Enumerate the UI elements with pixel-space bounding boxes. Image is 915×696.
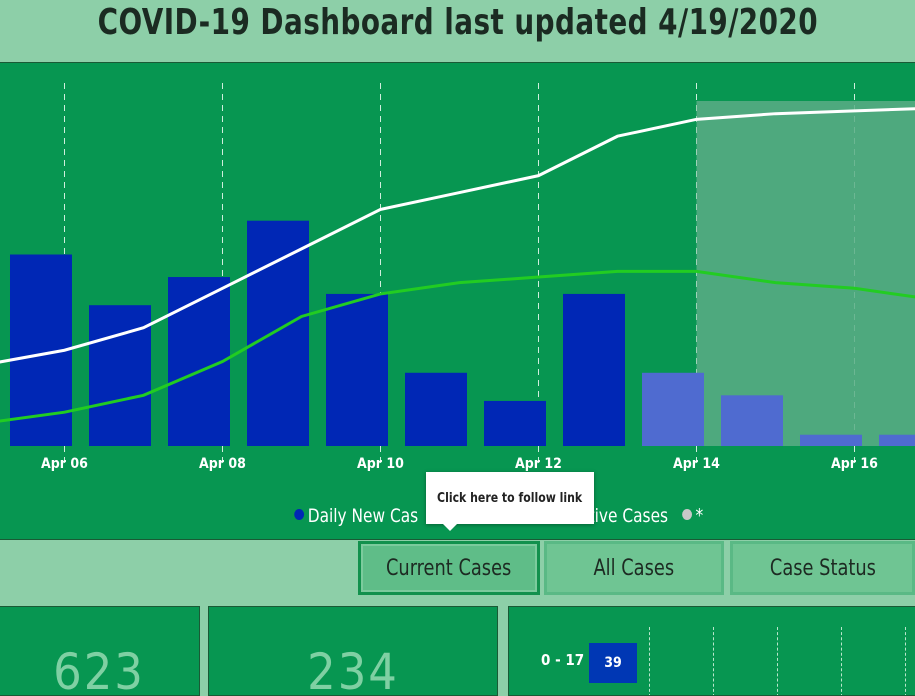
bar-daily-new-cases[interactable] (405, 373, 467, 446)
tab-all-cases[interactable]: All Cases (544, 541, 724, 595)
legend-dot-icon (295, 509, 305, 520)
bar-daily-new-cases[interactable] (800, 435, 862, 446)
stat-value: 623 (0, 643, 199, 696)
age-group-label: 0 - 17 (541, 651, 584, 669)
forecast-region (697, 101, 915, 446)
x-tick-label: Apr 10 (357, 456, 404, 472)
combo-chart-panel: Apr 06 Apr 08 Apr 10 Apr 12 Apr 14 Apr 16 (0, 62, 915, 540)
x-tick-label: Apr 16 (831, 456, 878, 472)
stat-card-secondary: 234 (208, 606, 498, 696)
legend-item-daily-new-cases[interactable]: Daily New Cas (295, 505, 419, 527)
link-tooltip: Click here to follow link (426, 472, 594, 524)
bar-daily-new-cases[interactable] (89, 305, 151, 446)
bar-daily-new-cases[interactable] (642, 373, 704, 446)
stat-value: 234 (209, 643, 497, 696)
x-tick-label: Apr 14 (673, 456, 720, 472)
bar-daily-new-cases[interactable] (563, 294, 625, 446)
bar-daily-new-cases[interactable] (879, 435, 915, 446)
case-tabs: Current Cases All Cases Case Status (356, 541, 915, 595)
page-title: COVID-19 Dashboard last updated 4/19/202… (0, 0, 915, 46)
stat-card-current: 623 (0, 606, 200, 696)
tab-case-status[interactable]: Case Status (730, 541, 915, 595)
bar-daily-new-cases[interactable] (721, 395, 783, 446)
legend-item-other[interactable]: * (682, 505, 703, 527)
x-tick-label: Apr 12 (515, 456, 562, 472)
legend-dot-icon (682, 509, 692, 520)
age-chart-panel: 0 - 17 39 (508, 606, 915, 696)
bar-daily-new-cases[interactable] (326, 294, 388, 446)
bar-daily-new-cases[interactable] (484, 401, 546, 446)
combo-chart: Apr 06 Apr 08 Apr 10 Apr 12 Apr 14 Apr 16 (0, 63, 915, 539)
tab-current-cases[interactable]: Current Cases (358, 541, 540, 595)
age-group-bar[interactable]: 39 (589, 643, 637, 683)
bar-daily-new-cases[interactable] (247, 221, 309, 446)
x-tick-label: Apr 08 (199, 456, 246, 472)
x-tick-label: Apr 06 (41, 456, 88, 472)
tooltip-arrow-icon (442, 523, 458, 531)
